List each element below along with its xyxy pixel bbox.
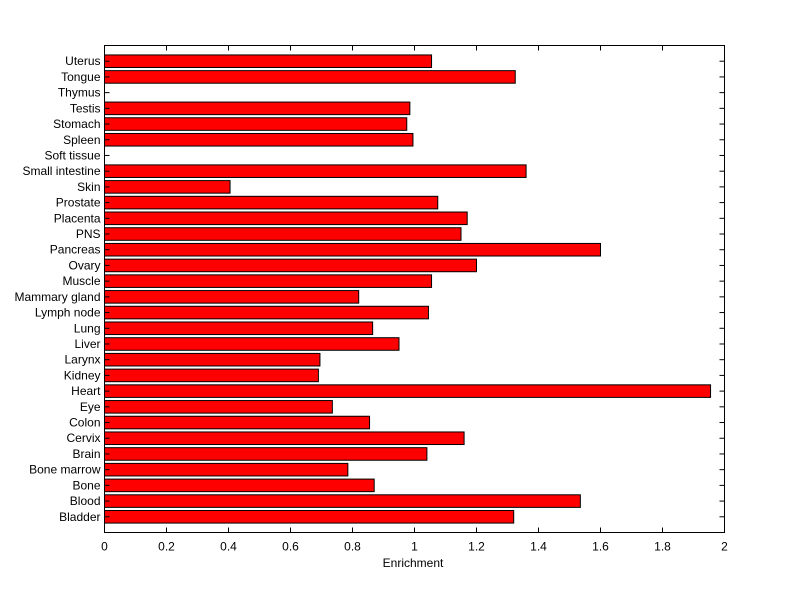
x-tick-labels: 0 0.2 0.4 0.6 0.8 1 1.2 1.4 1.6 1.8 2 xyxy=(101,540,728,554)
bar-cervix xyxy=(104,431,465,446)
y-tick-label-liver: Liver xyxy=(74,337,100,351)
y-tick-label-tongue: Tongue xyxy=(61,70,101,84)
bar-mammary-gland xyxy=(104,290,360,304)
bar-larynx xyxy=(104,352,321,367)
y-tick-label-larynx: Larynx xyxy=(64,353,100,367)
bars-group xyxy=(104,54,712,524)
bar-tongue xyxy=(104,70,516,84)
x-tick-label: 0.6 xyxy=(282,540,299,554)
y-tick-label-eye: Eye xyxy=(80,400,101,414)
bar-pns xyxy=(104,227,462,241)
x-tick-label: 1.2 xyxy=(468,540,485,554)
bar-bone xyxy=(104,478,375,493)
x-tick-label: 0 xyxy=(101,540,108,554)
bar-prostate xyxy=(104,195,439,210)
y-tick-label-cervix: Cervix xyxy=(66,431,100,445)
bar-eye xyxy=(104,400,333,414)
x-tick-label: 0.4 xyxy=(220,540,237,554)
bar-lung xyxy=(104,321,374,336)
bar-kidney xyxy=(104,368,319,383)
x-tick-label: 1 xyxy=(411,540,418,554)
y-tick-label-bladder: Bladder xyxy=(59,510,100,524)
y-tick-label-soft-tissue: Soft tissue xyxy=(44,148,100,162)
y-tick-label-blood: Blood xyxy=(70,494,101,508)
x-tick-label: 0.8 xyxy=(344,540,361,554)
x-tick-label: 1.8 xyxy=(654,540,671,554)
x-tick-label: 0.2 xyxy=(158,540,175,554)
y-tick-label-bone: Bone xyxy=(72,478,100,492)
y-tick-label-muscle: Muscle xyxy=(62,274,100,288)
y-tick-label-stomach: Stomach xyxy=(53,117,100,131)
y-tick-label-prostate: Prostate xyxy=(56,196,101,210)
x-axis-label: Enrichment xyxy=(383,556,444,570)
bar-stomach xyxy=(104,117,408,131)
bar-liver xyxy=(104,337,400,351)
y-tick-label-lymph-node: Lymph node xyxy=(35,306,101,320)
y-tick-label-mammary-gland: Mammary gland xyxy=(14,290,100,304)
x-tick-label: 1.6 xyxy=(592,540,609,554)
ticks-group xyxy=(104,45,725,533)
bar-spleen xyxy=(104,132,414,147)
x-tick-label: 1.4 xyxy=(530,540,547,554)
y-tick-label-colon: Colon xyxy=(69,416,100,430)
bar-placenta xyxy=(104,211,468,226)
y-tick-label-placenta: Placenta xyxy=(54,211,101,225)
y-tick-label-small-intestine: Small intestine xyxy=(22,164,100,178)
y-tick-label-testis: Testis xyxy=(70,101,101,115)
bar-lymph-node xyxy=(104,305,429,320)
bar-bladder xyxy=(104,510,515,524)
y-tick-label-skin: Skin xyxy=(77,180,100,194)
bar-heart xyxy=(104,384,712,398)
bar-small-intestine xyxy=(104,164,527,178)
bar-muscle xyxy=(104,274,433,288)
y-tick-label-ovary: Ovary xyxy=(68,258,100,272)
bar-ovary xyxy=(104,258,477,273)
y-tick-label-thymus: Thymus xyxy=(58,86,101,100)
y-tick-label-brain: Brain xyxy=(72,447,100,461)
bar-uterus xyxy=(104,54,433,68)
y-tick-label-kidney: Kidney xyxy=(64,368,101,382)
x-tick-label: 2 xyxy=(721,540,728,554)
y-tick-label-uterus: Uterus xyxy=(65,54,100,68)
bar-blood xyxy=(104,494,581,508)
y-tick-label-heart: Heart xyxy=(71,384,101,398)
bar-brain xyxy=(104,447,428,461)
bar-testis xyxy=(104,101,411,116)
y-tick-label-bone-marrow: Bone marrow xyxy=(29,463,101,477)
y-tick-label-spleen: Spleen xyxy=(63,133,100,147)
bar-bone-marrow xyxy=(104,462,349,477)
y-tick-label-pns: PNS xyxy=(76,227,101,241)
y-tick-label-pancreas: Pancreas xyxy=(50,243,101,257)
y-tick-label-lung: Lung xyxy=(74,321,101,335)
bar-colon xyxy=(104,415,371,430)
bar-pancreas xyxy=(104,242,601,257)
bar-skin xyxy=(104,180,231,194)
